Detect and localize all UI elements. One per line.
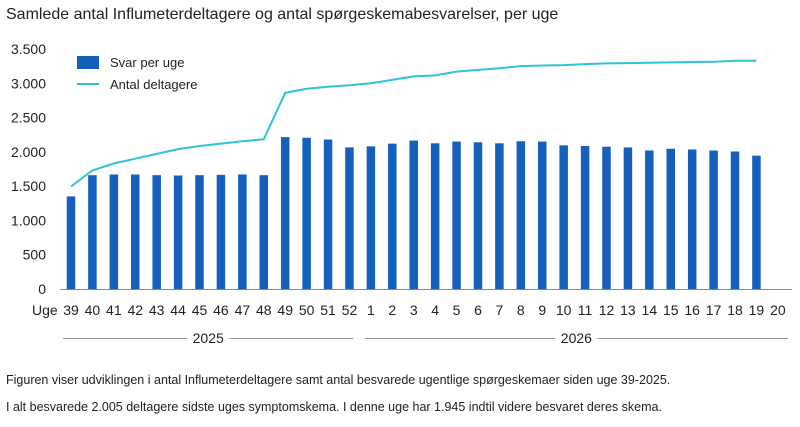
bar <box>238 174 247 289</box>
x-axis-title: Uge <box>32 302 58 318</box>
x-tick-label: 42 <box>127 302 143 318</box>
x-tick-label: 6 <box>474 302 482 318</box>
bar <box>280 137 290 289</box>
x-tick-label: 18 <box>727 302 743 318</box>
bar <box>666 148 676 289</box>
x-tick-label: 47 <box>235 302 251 318</box>
chart-title: Samlede antal Influmeterdeltagere og ant… <box>6 6 559 23</box>
legend: Svar per uge Antal deltagere <box>77 55 197 92</box>
x-tick-label: 8 <box>517 302 525 318</box>
x-tick-label: 11 <box>578 302 593 318</box>
bar <box>580 146 590 289</box>
footnote-1: Figuren viser udviklingen i antal Influm… <box>6 373 671 387</box>
x-tick-label: 4 <box>431 302 439 318</box>
bar-series <box>66 137 761 289</box>
y-tick-label: 1.500 <box>11 178 46 194</box>
bar <box>537 141 547 289</box>
legend-bar-swatch <box>77 56 99 69</box>
x-axis: Uge 39 40 41 42 43 44 45 46 47 48 49 50 51 52 1 2 3 4 5 6 7 8 9… <box>32 302 786 318</box>
bar <box>173 175 183 289</box>
x-tick-label: 51 <box>320 302 336 318</box>
x-tick-label: 9 <box>538 302 546 318</box>
x-tick-label: 45 <box>192 302 208 318</box>
bar <box>109 174 119 289</box>
legend-line-label: Antal deltagere <box>110 77 197 92</box>
bar <box>88 175 97 289</box>
y-tick-label: 2.500 <box>11 110 46 126</box>
y-tick-label: 0 <box>38 281 46 297</box>
x-tick-label: 41 <box>106 302 122 318</box>
bar <box>516 141 526 289</box>
x-tick-label: 46 <box>213 302 229 318</box>
x-tick-label: 15 <box>663 302 679 318</box>
bar <box>345 147 354 289</box>
x-tick-label: 14 <box>642 302 658 318</box>
x-tick-label: 43 <box>149 302 165 318</box>
bar <box>152 175 161 289</box>
x-tick-label: 1 <box>367 302 375 318</box>
x-tick-label: 17 <box>706 302 722 318</box>
y-tick-label: 3.000 <box>11 75 46 91</box>
bar <box>323 139 333 289</box>
y-tick-label: 2.000 <box>11 144 46 160</box>
line-series <box>70 59 757 188</box>
x-tick-label: 39 <box>63 302 79 318</box>
bar <box>66 196 76 289</box>
y-tick-label: 1.000 <box>11 212 46 228</box>
year-label-bg <box>555 330 598 346</box>
bar <box>602 146 611 289</box>
y-tick-label: 500 <box>23 247 47 263</box>
bar <box>430 143 440 289</box>
bar <box>623 147 633 289</box>
x-tick-label: 3 <box>410 302 418 318</box>
x-tick-label: 20 <box>770 302 786 318</box>
x-tick-label: 49 <box>277 302 293 318</box>
bar <box>409 140 418 289</box>
bar <box>559 145 568 289</box>
y-axis: 0 500 1.000 1.500 2.000 2.500 3.000 3.500 <box>11 41 46 297</box>
x-tick-label: 44 <box>170 302 186 318</box>
x-tick-label: 7 <box>496 302 504 318</box>
bar <box>366 146 376 289</box>
x-tick-label: 10 <box>556 302 572 318</box>
bar <box>752 155 761 289</box>
x-tick-label: 13 <box>620 302 636 318</box>
x-tick-label: 5 <box>453 302 461 318</box>
bar <box>709 150 718 289</box>
year-label: 2026 <box>561 330 592 346</box>
bar <box>195 175 204 289</box>
year-label: 2025 <box>193 330 224 346</box>
x-tick-label: 19 <box>749 302 765 318</box>
x-tick-label: 50 <box>299 302 315 318</box>
bar <box>473 142 483 289</box>
footnote-2: I alt besvarede 2.005 deltagere sidste u… <box>6 400 662 414</box>
bar <box>388 143 397 289</box>
year-axis: 2025 2026 <box>63 330 788 346</box>
bar <box>452 141 461 289</box>
bar <box>730 151 740 289</box>
x-tick-label: 40 <box>85 302 101 318</box>
bar <box>216 174 226 289</box>
bar <box>687 149 697 289</box>
legend-bar-label: Svar per uge <box>110 55 184 70</box>
y-tick-label: 3.500 <box>11 41 46 57</box>
year-label-bg <box>187 330 230 346</box>
bar <box>495 143 504 289</box>
x-tick-label: 16 <box>684 302 700 318</box>
bar <box>645 150 654 289</box>
x-tick-label: 48 <box>256 302 272 318</box>
x-tick-label: 52 <box>342 302 358 318</box>
bar <box>259 175 269 289</box>
bar <box>302 137 311 289</box>
x-tick-label: 2 <box>388 302 396 318</box>
x-tick-label: 12 <box>599 302 615 318</box>
bar <box>131 174 140 289</box>
